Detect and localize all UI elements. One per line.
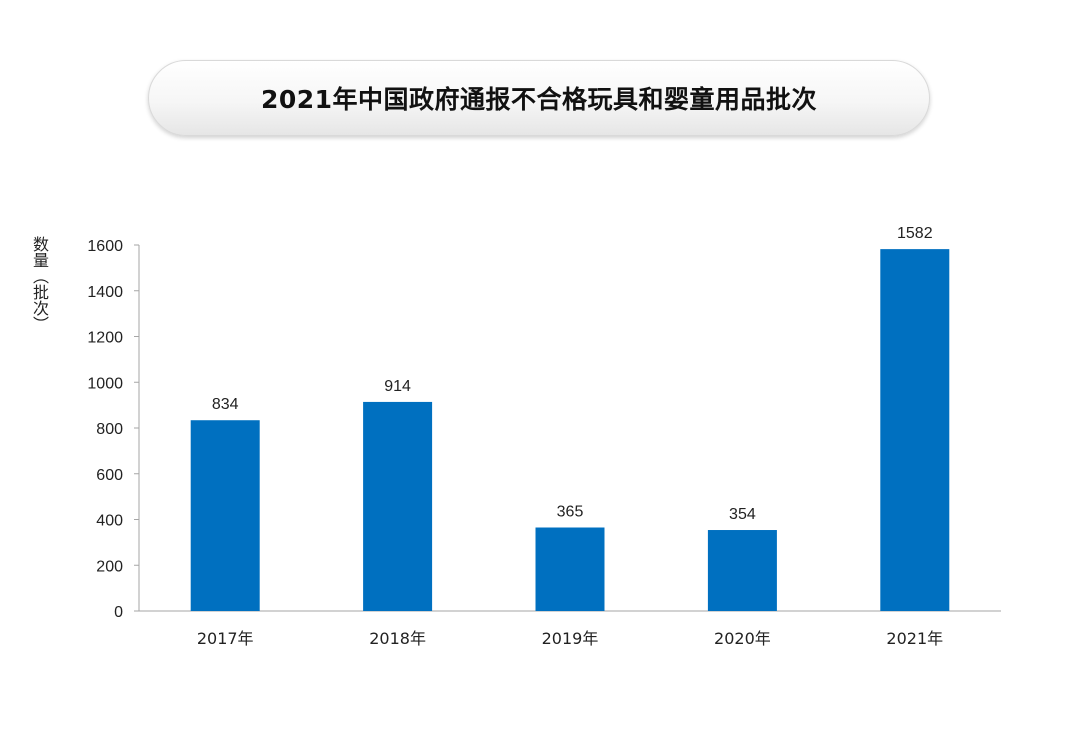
- x-tick-label: 2018年: [369, 629, 426, 648]
- x-tick-label: 2021年: [886, 629, 943, 648]
- y-tick-label: 0: [114, 604, 123, 621]
- y-tick-label: 1200: [87, 330, 123, 347]
- bar: [363, 401, 433, 611]
- data-label: 354: [729, 506, 756, 523]
- data-label: 365: [557, 504, 584, 521]
- chart-title-banner: 2021年中国政府通报不合格玩具和婴童用品批次: [148, 60, 930, 136]
- x-tick-label: 2019年: [542, 629, 599, 648]
- bar: [880, 249, 950, 611]
- y-tick-label: 1400: [87, 284, 123, 301]
- chart-title: 2021年中国政府通报不合格玩具和婴童用品批次: [260, 85, 818, 114]
- y-axis-label: 数量（批次）: [30, 236, 49, 332]
- y-tick-label: 800: [96, 421, 123, 438]
- bar: [190, 420, 260, 611]
- y-tick-label: 200: [96, 558, 123, 575]
- data-label: 914: [384, 378, 411, 395]
- y-tick-label: 1000: [87, 375, 123, 392]
- data-label: 834: [212, 396, 239, 413]
- y-tick-label: 600: [96, 467, 123, 484]
- bar: [535, 527, 605, 611]
- data-label: 1582: [897, 225, 933, 242]
- x-tick-label: 2020年: [714, 629, 771, 648]
- bar: [707, 530, 777, 611]
- y-tick-label: 1600: [87, 238, 123, 255]
- x-tick-label: 2017年: [197, 629, 254, 648]
- y-tick-label: 400: [96, 513, 123, 530]
